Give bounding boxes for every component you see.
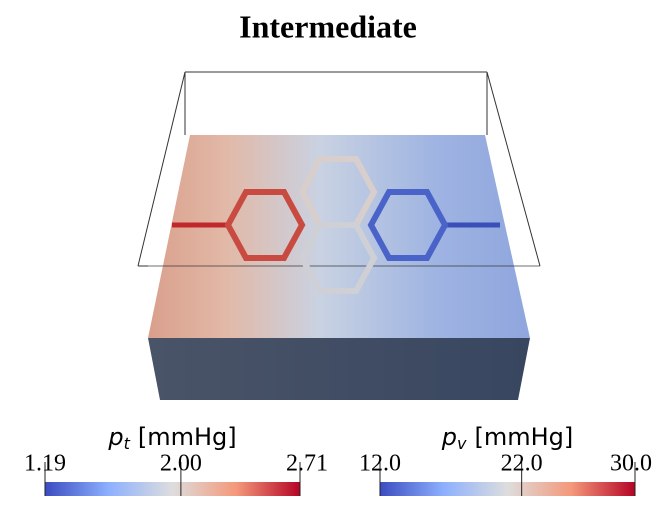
tick-label: 22.0 [501, 451, 543, 477]
subscript: t [124, 434, 131, 453]
unit: [mmHg] [474, 423, 573, 451]
symbol: p [441, 423, 457, 451]
tick-label: 2.00 [160, 451, 202, 477]
figure: Intermediate pt[mmHg]1.192.002.71pv[mmHg… [0, 0, 656, 523]
unit: [mmHg] [138, 423, 237, 451]
colorbar [380, 482, 635, 496]
symbol: p [107, 423, 123, 451]
colorbar-label: pt [mmHg] [107, 423, 236, 453]
tick-label: 30.0 [610, 451, 652, 477]
tick-label: 1.19 [24, 451, 66, 477]
colorbar [45, 482, 300, 496]
colorbar-label: pv [mmHg] [441, 423, 573, 453]
tick-label: 2.71 [286, 451, 328, 477]
render [138, 72, 540, 400]
subscript: v [457, 434, 467, 453]
tick-label: 12.0 [359, 451, 401, 477]
title: Intermediate [239, 8, 417, 44]
